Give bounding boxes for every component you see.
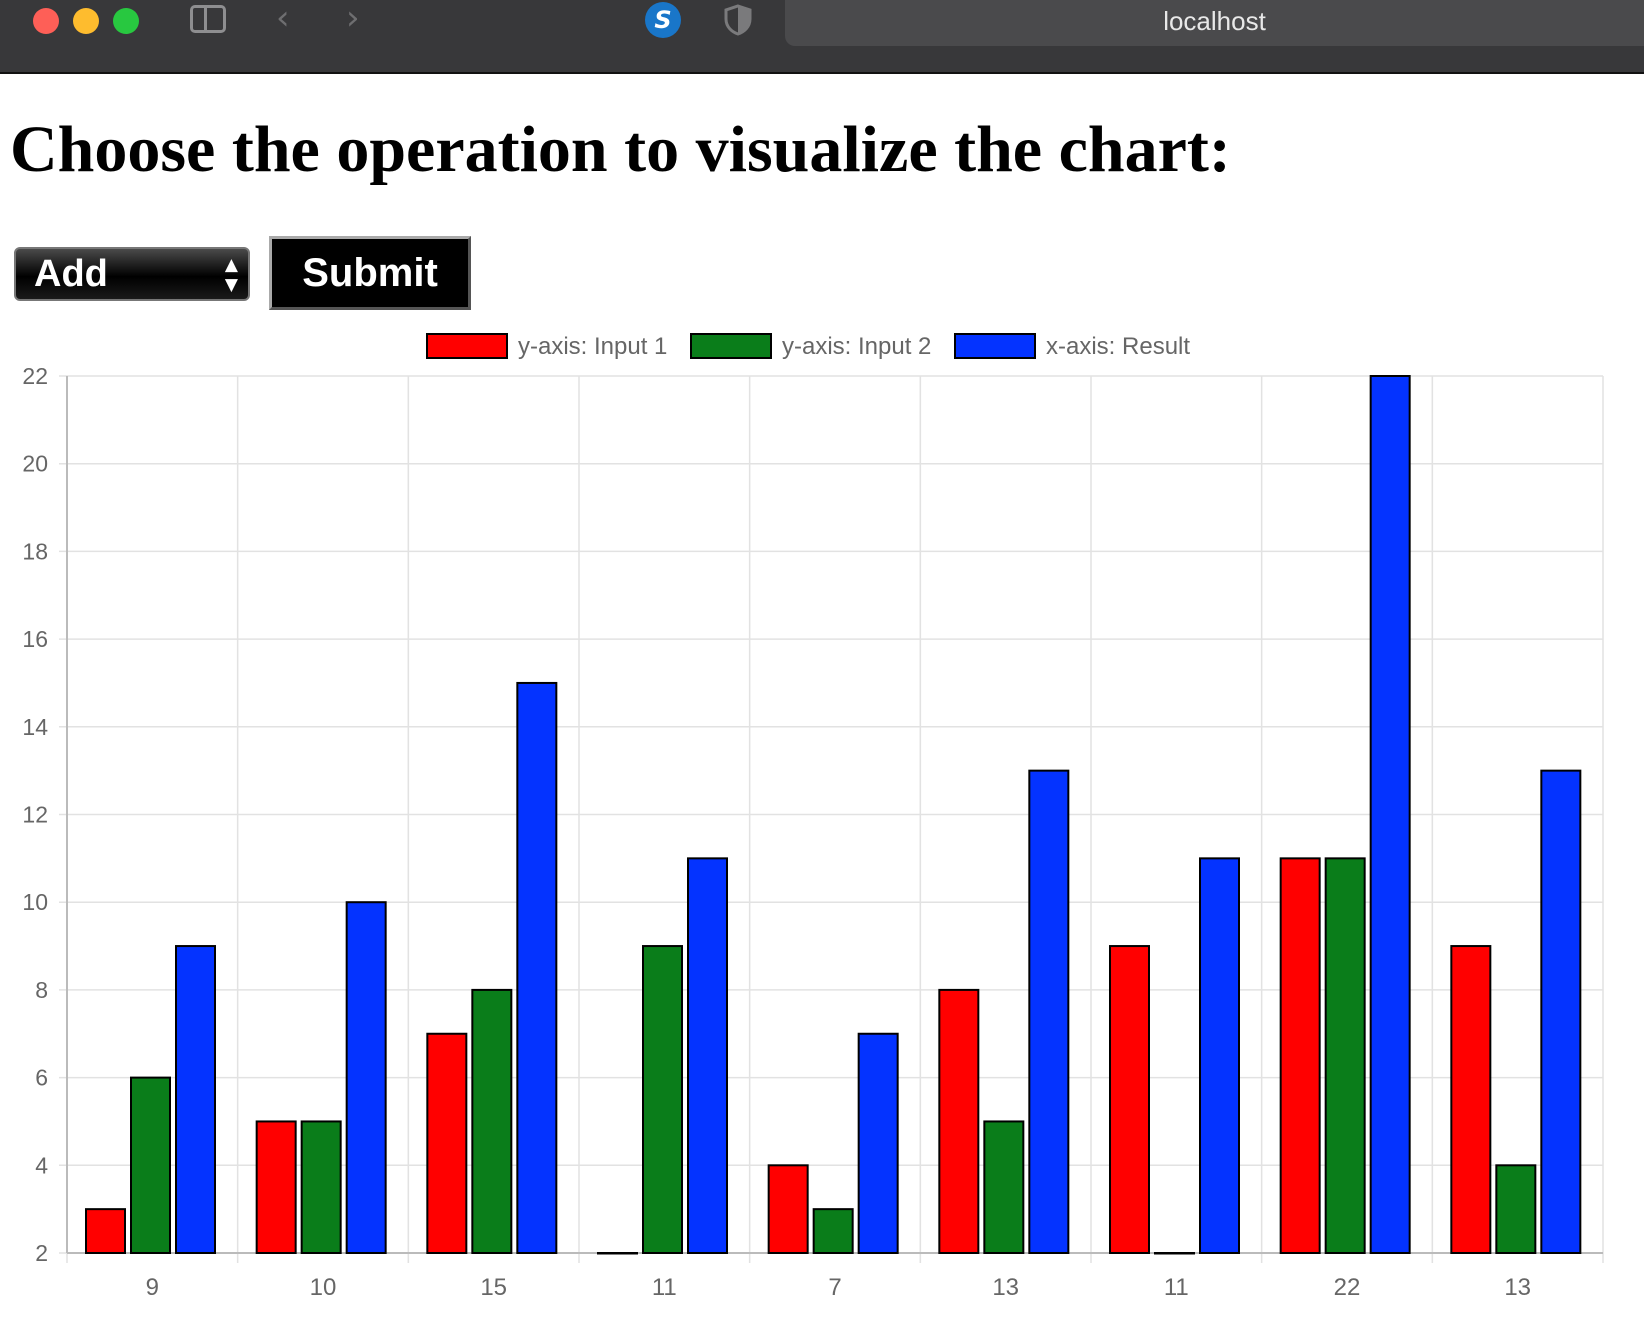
bar-series-1-cat-3 xyxy=(642,945,683,1254)
bar-series-1-cat-5 xyxy=(983,1120,1025,1255)
x-tick-label: 22 xyxy=(1334,1274,1361,1301)
x-tick-label: 7 xyxy=(828,1274,841,1301)
y-tick-label: 2 xyxy=(35,1240,48,1266)
bar-series-1-cat-4 xyxy=(812,1208,854,1255)
y-tick-label: 20 xyxy=(22,451,48,477)
address-bar[interactable]: localhost xyxy=(785,0,1644,46)
x-tick-label: 11 xyxy=(1164,1274,1189,1301)
bar-series-0-cat-0 xyxy=(85,1208,126,1255)
chart-legend: y-axis: Input 1 y-axis: Input 2 x-axis: Re… xyxy=(426,333,1190,360)
bar-series-1-cat-1 xyxy=(300,1120,342,1255)
x-axis-ticks: 9 10 15 11 7 13 11 22 13 xyxy=(146,1274,1531,1301)
y-tick-label: 6 xyxy=(35,1065,48,1091)
bar-series-2-cat-8 xyxy=(1540,769,1582,1254)
legend-label-1: y-axis: Input 2 xyxy=(782,333,931,360)
bar-series-2-cat-4 xyxy=(857,1032,899,1254)
sidebar-toggle-icon[interactable] xyxy=(190,5,226,33)
bar-series-2-cat-2 xyxy=(516,681,558,1254)
x-tick-label: 13 xyxy=(1504,1274,1531,1301)
bar-series-2-cat-7 xyxy=(1369,375,1411,1254)
page-title: Choose the operation to visualize the ch… xyxy=(10,113,1231,186)
chart-bars xyxy=(85,375,1582,1255)
bar-series-1-cat-8 xyxy=(1495,1164,1537,1254)
close-window-button[interactable] xyxy=(33,8,59,34)
legend-label-2: x-axis: Result xyxy=(1046,333,1190,360)
legend-swatch-1 xyxy=(690,333,772,359)
bar-series-1-cat-0 xyxy=(130,1076,171,1254)
address-text: localhost xyxy=(1163,6,1266,36)
legend-swatch-2 xyxy=(954,333,1036,359)
bar-series-1-cat-6 xyxy=(1154,1252,1195,1255)
x-tick-label: 11 xyxy=(652,1274,677,1301)
shield-icon[interactable] xyxy=(724,4,752,36)
x-tick-label: 13 xyxy=(992,1274,1019,1301)
x-tick-label: 9 xyxy=(146,1274,159,1301)
extension-s-icon[interactable]: S xyxy=(645,2,681,38)
bar-series-0-cat-1 xyxy=(255,1120,297,1255)
zoom-window-button[interactable] xyxy=(113,8,139,34)
bar-series-0-cat-6 xyxy=(1109,945,1150,1254)
forward-arrow-icon[interactable]: › xyxy=(346,0,360,38)
bar-series-2-cat-0 xyxy=(175,945,216,1254)
y-tick-label: 22 xyxy=(22,363,48,389)
bar-series-0-cat-5 xyxy=(938,988,980,1255)
y-tick-label: 16 xyxy=(22,626,48,652)
bar-series-0-cat-4 xyxy=(767,1164,809,1254)
y-axis-ticks: 2 4 6 8 10 12 14 16 18 20 22 xyxy=(22,363,48,1266)
bar-series-2-cat-3 xyxy=(687,857,728,1254)
y-tick-label: 4 xyxy=(35,1152,48,1178)
bar-series-0-cat-7 xyxy=(1279,857,1321,1254)
bar-series-2-cat-1 xyxy=(345,901,387,1254)
y-tick-label: 12 xyxy=(22,802,48,828)
legend-label-0: y-axis: Input 1 xyxy=(518,333,667,360)
select-updown-arrows-icon: ▲ ▼ xyxy=(224,255,238,295)
back-arrow-icon[interactable]: ‹ xyxy=(276,0,290,38)
y-tick-label: 10 xyxy=(22,889,48,915)
y-tick-label: 8 xyxy=(35,977,48,1003)
y-tick-label: 18 xyxy=(22,538,48,564)
bar-series-0-cat-8 xyxy=(1450,945,1492,1254)
operation-select[interactable]: Add ▲ ▼ xyxy=(14,247,250,301)
bar-series-1-cat-2 xyxy=(471,988,513,1255)
submit-button[interactable]: Submit xyxy=(269,236,471,310)
bar-series-2-cat-6 xyxy=(1199,857,1240,1254)
bar-series-2-cat-5 xyxy=(1028,769,1070,1254)
bar-series-1-cat-7 xyxy=(1324,857,1366,1254)
bar-series-0-cat-2 xyxy=(426,1032,468,1254)
x-tick-label: 10 xyxy=(310,1274,337,1301)
operation-select-value: Add xyxy=(34,253,108,295)
legend-swatch-0 xyxy=(426,333,508,359)
y-tick-label: 14 xyxy=(22,714,48,740)
bar-chart: y-axis: Input 1 y-axis: Input 2 x-axis: Re… xyxy=(22,333,1604,1301)
x-tick-label: 15 xyxy=(480,1274,507,1301)
browser-toolbar: ‹ › S localhost xyxy=(0,0,1644,74)
minimize-window-button[interactable] xyxy=(73,8,99,34)
bar-series-0-cat-3 xyxy=(597,1252,638,1255)
